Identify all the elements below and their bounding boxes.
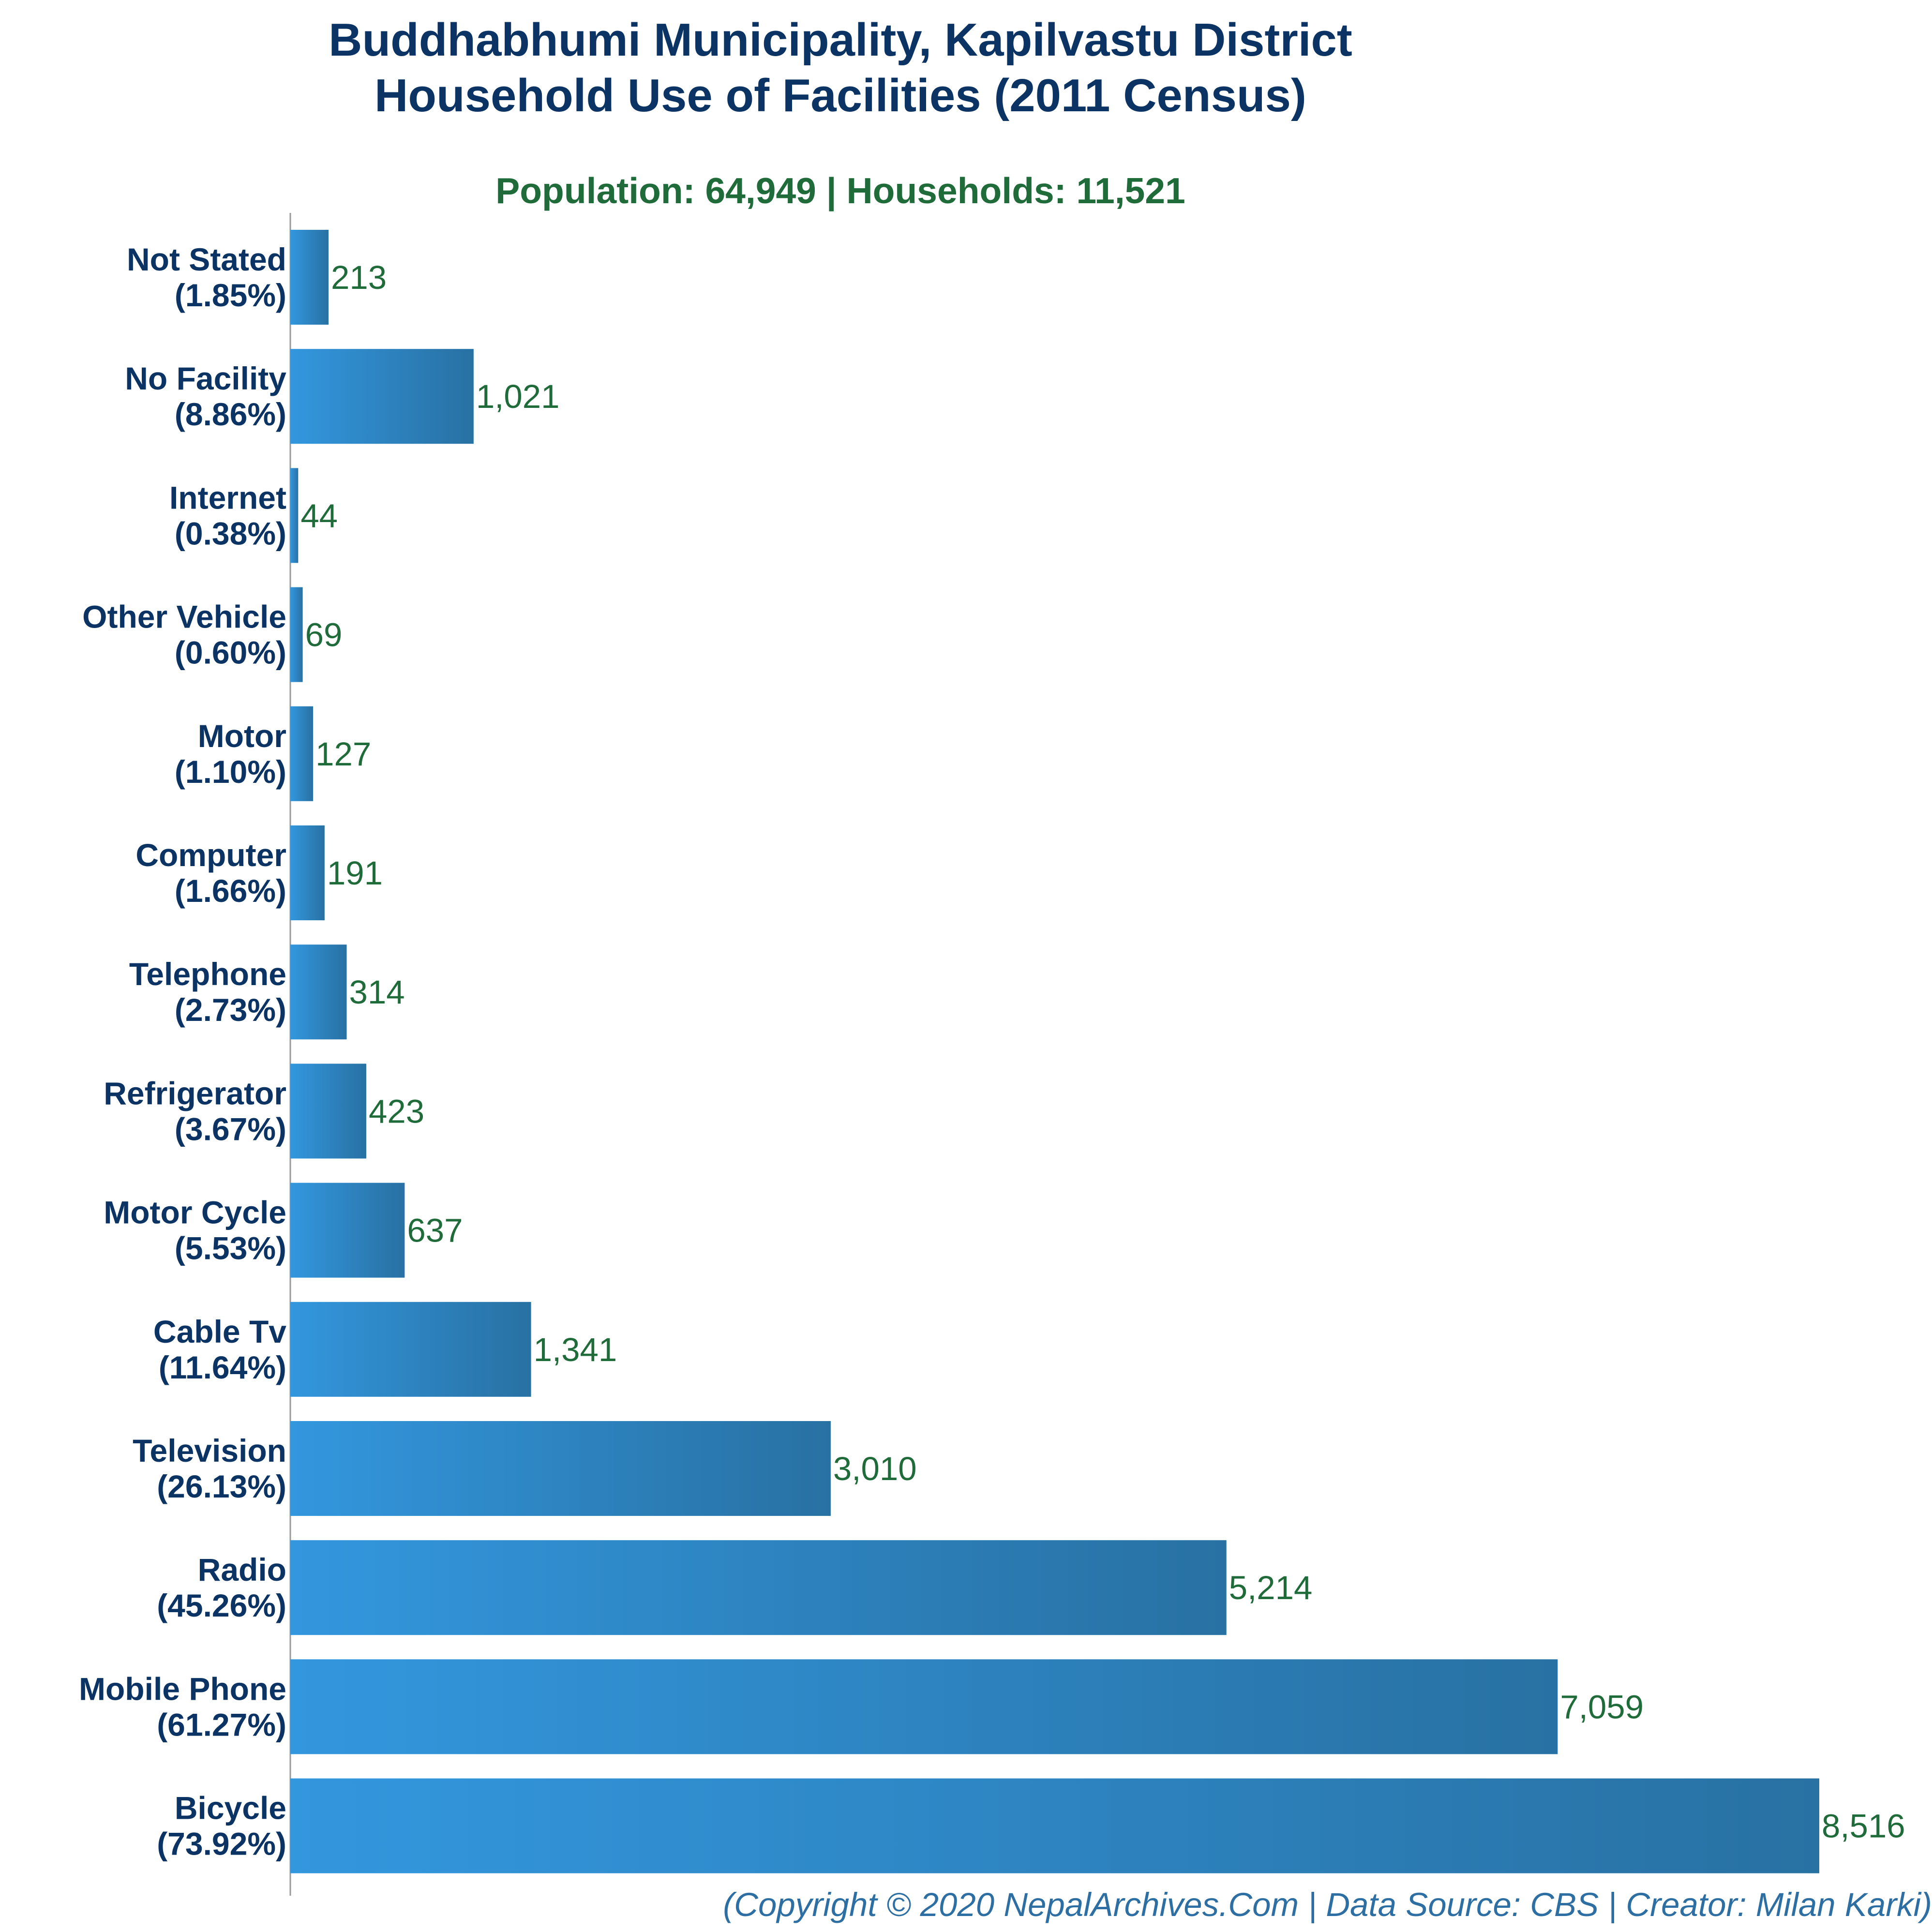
bar-radio: [290, 1540, 1227, 1635]
category-name: No Facility: [125, 360, 286, 396]
category-name: Motor: [198, 718, 286, 754]
value-label: 69: [305, 616, 343, 654]
value-label: 3,010: [833, 1450, 917, 1487]
value-label: 1,341: [534, 1331, 617, 1368]
value-label: 191: [327, 854, 383, 892]
bar-bicycle: [290, 1778, 1819, 1873]
category-percentage: (11.64%): [159, 1349, 286, 1385]
value-label: 637: [407, 1212, 463, 1249]
chart-title-line2: Household Use of Facilities (2011 Census…: [374, 70, 1306, 121]
value-label: 1,021: [476, 378, 560, 415]
bar-other-vehicle: [290, 587, 303, 682]
category-label: Mobile Phone (61.27%): [79, 1671, 286, 1742]
chart-footer: (Copyright © 2020 NepalArchives.Com | Da…: [723, 1886, 1932, 1923]
category-percentage: (1.10%): [175, 754, 286, 790]
category-percentage: (0.38%): [175, 515, 286, 551]
value-label: 7,059: [1560, 1688, 1644, 1725]
category-name: Television: [133, 1433, 286, 1468]
bar-television: [290, 1421, 831, 1516]
category-label: Telephone (2.73%): [129, 956, 286, 1028]
category-label: Refrigerator (3.67%): [104, 1075, 286, 1147]
category-name: Bicycle: [175, 1790, 286, 1826]
bar-not-stated: [290, 230, 329, 325]
category-name: Mobile Phone: [79, 1671, 286, 1707]
value-label: 44: [300, 497, 338, 534]
category-percentage: (0.60%): [175, 635, 286, 671]
category-label: Other Vehicle (0.60%): [82, 599, 286, 671]
category-label: Radio (45.26%): [157, 1552, 286, 1623]
value-label: 314: [349, 973, 405, 1011]
category-label: Cable Tv (11.64%): [153, 1314, 286, 1385]
category-label: Computer (1.66%): [135, 837, 286, 909]
category-label: No Facility (8.86%): [125, 360, 286, 432]
bar-telephone: [290, 944, 347, 1040]
bar-refrigerator: [290, 1063, 366, 1159]
category-labels-group: Not Stated (1.85%) No Facility (8.86%) Inter…: [79, 241, 286, 1862]
category-percentage: (1.66%): [175, 873, 286, 909]
category-name: Internet: [169, 479, 286, 515]
value-label: 8,516: [1822, 1808, 1905, 1845]
category-name: Computer: [135, 837, 286, 873]
category-name: Refrigerator: [104, 1075, 286, 1111]
category-label: Internet (0.38%): [169, 479, 286, 551]
category-percentage: (3.67%): [175, 1111, 286, 1147]
value-label: 127: [315, 735, 371, 773]
category-label: Television (26.13%): [133, 1433, 286, 1504]
value-labels-group: 213 1,021 44 69 127 191 314 423 637 1,341 3,010 5,2…: [300, 259, 1905, 1845]
category-percentage: (2.73%): [175, 992, 286, 1028]
category-label: Motor (1.10%): [175, 718, 286, 790]
value-label: 423: [369, 1093, 424, 1130]
category-percentage: (26.13%): [157, 1468, 286, 1504]
category-percentage: (73.92%): [157, 1826, 286, 1862]
category-name: Not Stated: [127, 241, 286, 277]
category-percentage: (61.27%): [157, 1707, 286, 1742]
category-label: Motor Cycle (5.53%): [104, 1195, 286, 1266]
category-percentage: (45.26%): [157, 1588, 286, 1623]
chart-subtitle: Population: 64,949 | Households: 11,521: [495, 170, 1185, 211]
bars-group: [290, 230, 1819, 1873]
category-name: Motor Cycle: [104, 1195, 286, 1230]
category-percentage: (1.85%): [175, 277, 286, 313]
category-percentage: (8.86%): [175, 396, 286, 432]
bar-computer: [290, 825, 325, 920]
category-name: Cable Tv: [153, 1314, 286, 1349]
bar-mobile-phone: [290, 1659, 1558, 1754]
chart-title: Buddhabhumi Municipality, Kapilvastu Dis…: [329, 14, 1352, 66]
bar-no-facility: [290, 349, 474, 444]
value-label: 213: [331, 259, 387, 296]
category-percentage: (5.53%): [175, 1230, 286, 1266]
bar-motor: [290, 706, 314, 801]
bar-cable-tv: [290, 1302, 531, 1397]
category-label: Not Stated (1.85%): [127, 241, 286, 313]
category-name: Other Vehicle: [82, 599, 286, 635]
category-label: Bicycle (73.92%): [157, 1790, 286, 1862]
value-label: 5,214: [1229, 1569, 1313, 1606]
category-name: Radio: [198, 1552, 286, 1588]
category-name: Telephone: [129, 956, 286, 992]
bar-internet: [290, 468, 299, 563]
bar-motor-cycle: [290, 1183, 405, 1278]
